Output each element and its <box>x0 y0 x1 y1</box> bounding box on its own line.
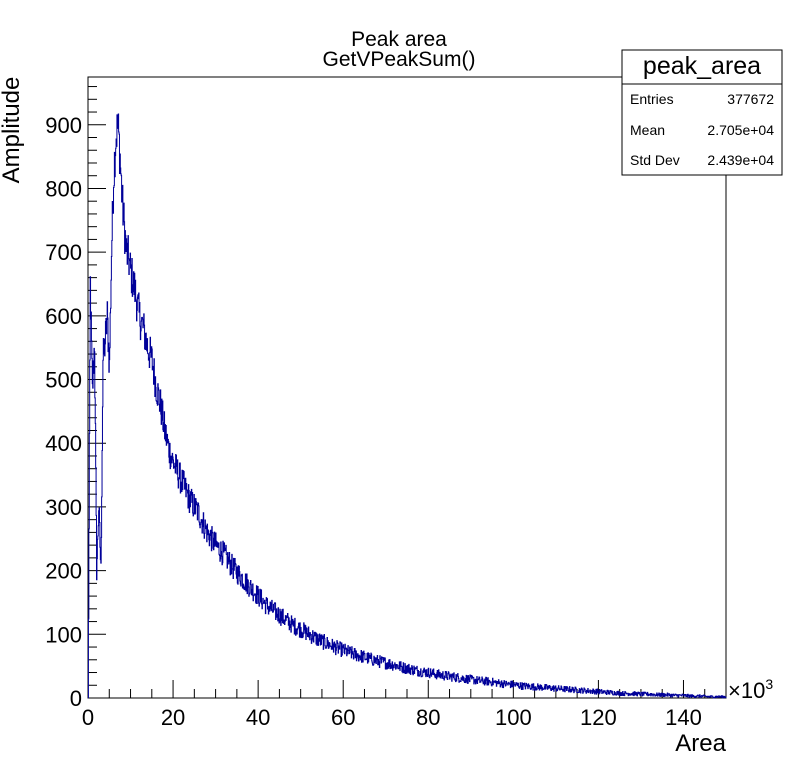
y-tick-label: 600 <box>45 304 82 329</box>
x-axis-multiplier: ×103 <box>728 676 773 703</box>
y-tick-label: 500 <box>45 368 82 393</box>
stats-entries-label: Entries <box>630 91 674 107</box>
x-tick-label: 140 <box>665 705 702 730</box>
y-tick-label: 300 <box>45 495 82 520</box>
x-tick-label: 40 <box>246 705 270 730</box>
y-axis-ticks: 0 100 200 300 400 500 600 700 800 900 <box>45 86 106 711</box>
stats-box-title: peak_area <box>643 52 761 80</box>
stats-entries-value: 377672 <box>727 91 774 107</box>
x-tick-label: 0 <box>82 705 94 730</box>
x-tick-label: 120 <box>580 705 617 730</box>
x-axis-title: Area <box>675 730 726 757</box>
x-axis-ticks: 0 20 40 60 80 100 120 140 <box>82 680 727 730</box>
stats-stddev-value: 2.439e+04 <box>707 152 774 168</box>
y-tick-label: 800 <box>45 176 82 201</box>
y-tick-label: 200 <box>45 559 82 584</box>
stats-mean-label: Mean <box>630 122 665 138</box>
x-tick-label: 20 <box>161 705 185 730</box>
series-0-histogram-line <box>87 113 727 699</box>
stats-stddev-label: Std Dev <box>630 152 680 168</box>
y-tick-label: 100 <box>45 622 82 647</box>
stats-box: peak_area Entries 377672 Mean 2.705e+04 … <box>621 49 783 176</box>
y-tick-label: 900 <box>45 113 82 138</box>
x-tick-label: 60 <box>331 705 355 730</box>
y-tick-label: 700 <box>45 240 82 265</box>
x-axis-multiplier-exponent: 3 <box>765 676 773 692</box>
chart-subtitle: GetVPeakSum() <box>323 48 476 71</box>
stats-box-frame <box>621 49 783 176</box>
stats-mean-value: 2.705e+04 <box>707 122 774 138</box>
y-tick-label: 400 <box>45 431 82 456</box>
y-tick-label: 0 <box>70 686 82 711</box>
x-axis-multiplier-base: ×10 <box>728 678 765 703</box>
series-layer <box>87 113 727 699</box>
chart-title: Peak area <box>351 28 447 51</box>
x-tick-label: 80 <box>416 705 440 730</box>
x-tick-label: 100 <box>495 705 532 730</box>
y-axis-title: Amplitude <box>0 77 25 184</box>
